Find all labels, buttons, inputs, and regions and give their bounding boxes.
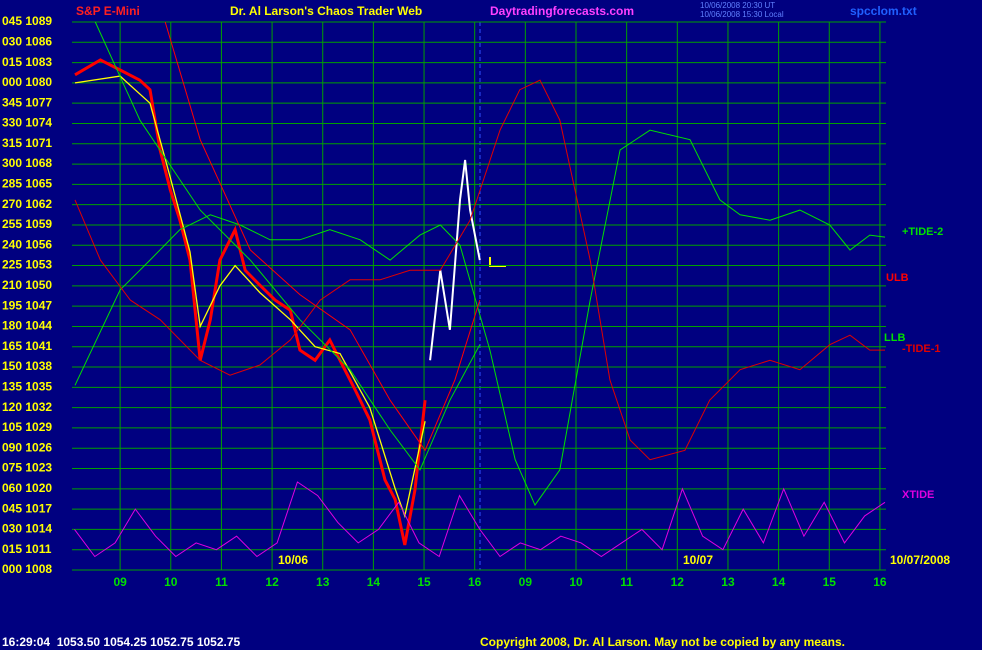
x-tick-label: 10: [569, 575, 583, 589]
y-tick-label: 015 1083: [2, 55, 52, 69]
time-ut: 10/06/2008 20:30 UT: [700, 1, 775, 10]
x-tick-label: 16: [468, 575, 482, 589]
series-line: [74, 75, 426, 519]
x-tick-label: 16: [873, 575, 887, 589]
y-tick-label: 150 1038: [2, 359, 52, 373]
y-tick-label: 225 1053: [2, 258, 52, 272]
x-tick-label: 14: [772, 575, 786, 589]
x-tick-label: 15: [823, 575, 837, 589]
y-tick-label: 030 1086: [2, 34, 52, 48]
date-label: 10/07/2008: [890, 553, 950, 567]
x-tick-label: 13: [316, 575, 330, 589]
series-line: [74, 129, 886, 507]
series-line: [74, 58, 427, 546]
series-label: +TIDE-2: [902, 226, 943, 238]
x-tick-label: 15: [417, 575, 431, 589]
series-line: [429, 159, 481, 361]
x-tick-label: 12: [265, 575, 279, 589]
y-tick-label: 255 1059: [2, 217, 52, 231]
x-tick-label: 09: [519, 575, 533, 589]
site: Daytradingforecasts.com: [490, 4, 634, 18]
chart-title: Dr. Al Larson's Chaos Trader Web: [230, 4, 422, 18]
x-tick-label: 14: [367, 575, 381, 589]
date-label: 10/07: [683, 553, 713, 567]
y-tick-label: 045 1089: [2, 14, 52, 28]
series-label: XTIDE: [902, 489, 934, 501]
series-label: -TIDE-1: [902, 343, 941, 355]
y-tick-label: 045 1017: [2, 501, 52, 515]
x-tick-label: 09: [113, 575, 127, 589]
y-tick-label: 315 1071: [2, 136, 52, 150]
series-line: [164, 21, 481, 452]
y-tick-label: 090 1026: [2, 440, 52, 454]
y-tick-label: 270 1062: [2, 197, 52, 211]
y-tick-label: 015 1011: [2, 542, 52, 556]
y-tick-label: 105 1029: [2, 420, 52, 434]
y-tick-label: 135 1035: [2, 380, 52, 394]
y-tick-label: 165 1041: [2, 339, 52, 353]
time-local: 10/06/2008 15:30 Local: [700, 10, 784, 19]
y-tick-label: 330 1074: [2, 116, 52, 130]
y-tick-label: 075 1023: [2, 461, 52, 475]
series-line: [94, 21, 481, 471]
x-tick-label: 10: [164, 575, 178, 589]
y-tick-label: 180 1044: [2, 319, 52, 333]
series-line: [74, 79, 885, 461]
y-tick-label: 210 1050: [2, 278, 52, 292]
file-name: spcclom.txt: [850, 4, 917, 18]
y-tick-label: 345 1077: [2, 95, 52, 109]
x-tick-label: 13: [721, 575, 735, 589]
y-tick-label: 300 1068: [2, 156, 52, 170]
now-marker: [489, 257, 506, 267]
x-tick-label: 12: [671, 575, 685, 589]
y-tick-label: 000 1008: [2, 562, 52, 576]
date-label: 10/06: [278, 553, 308, 567]
y-tick-label: 120 1032: [2, 400, 52, 414]
symbol: S&P E-Mini: [76, 4, 140, 18]
y-tick-label: 030 1014: [2, 522, 52, 536]
y-tick-label: 195 1047: [2, 298, 52, 312]
y-tick-label: 000 1080: [2, 75, 52, 89]
series-label: ULB: [886, 272, 909, 284]
status: 16:29:04 1053.50 1054.25 1052.75 1052.75: [2, 635, 241, 649]
y-tick-label: 240 1056: [2, 237, 52, 251]
copyright: Copyright 2008, Dr. Al Larson. May not b…: [480, 635, 845, 649]
x-tick-label: 11: [620, 575, 633, 589]
series-line: [74, 481, 886, 558]
y-tick-label: 060 1020: [2, 481, 52, 495]
series-label: LLB: [884, 332, 905, 344]
x-tick-label: 11: [215, 575, 228, 589]
y-tick-label: 285 1065: [2, 177, 52, 191]
